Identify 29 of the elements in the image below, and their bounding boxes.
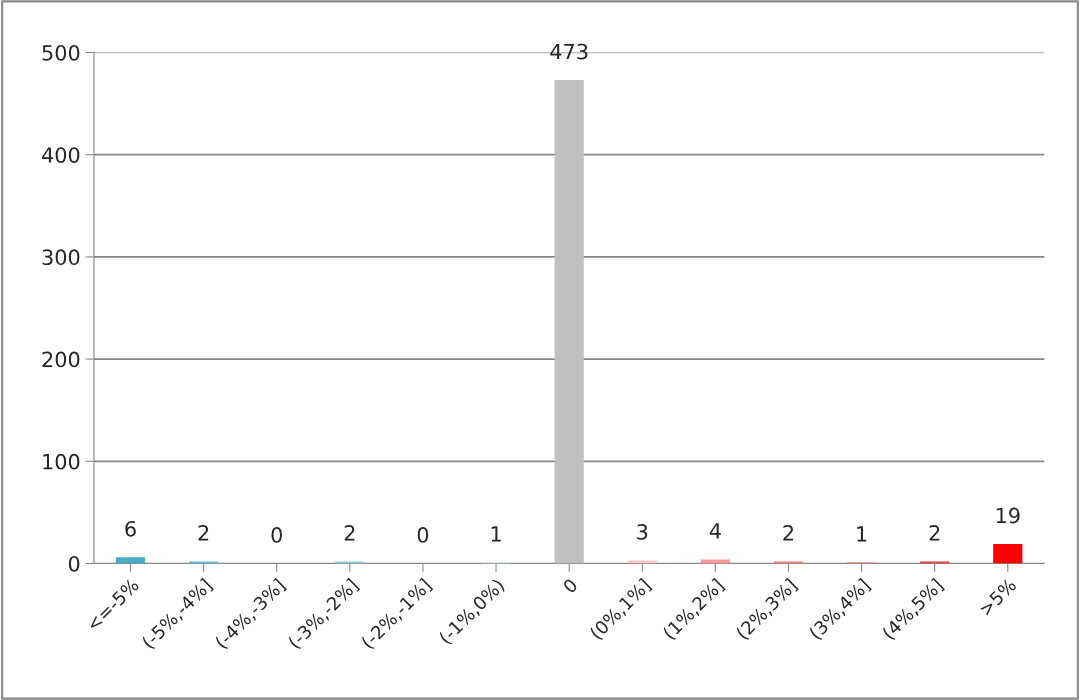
y-tick-label: 0 xyxy=(68,555,80,572)
x-tick-label: 0 xyxy=(562,577,579,594)
y-tick-label: 300 xyxy=(42,249,80,266)
data-label: 1 xyxy=(491,526,501,542)
y-tick-label: 200 xyxy=(42,351,80,368)
bar xyxy=(773,561,804,564)
data-label: 6 xyxy=(125,520,136,537)
y-tick-label: 400 xyxy=(42,147,80,163)
bar xyxy=(993,544,1023,564)
data-label: 4 xyxy=(709,523,721,539)
bar xyxy=(627,560,657,564)
data-label: 3 xyxy=(637,523,648,540)
data-label: 19 xyxy=(996,507,1020,524)
data-label: 0 xyxy=(271,527,282,543)
data-label: 1 xyxy=(857,526,867,542)
y-tick-label: 500 xyxy=(42,44,80,61)
data-label: 2 xyxy=(198,524,209,541)
bar xyxy=(115,557,146,564)
y-tick-label: 100 xyxy=(43,453,80,470)
data-label: 473 xyxy=(550,43,588,60)
bar xyxy=(189,561,219,564)
data-label: 0 xyxy=(417,527,429,543)
bar xyxy=(335,561,365,564)
bar xyxy=(554,80,584,564)
data-label: 2 xyxy=(783,524,794,541)
data-label: 2 xyxy=(344,524,355,541)
bar xyxy=(700,559,730,564)
data-label: 2 xyxy=(929,524,940,541)
bar xyxy=(920,561,950,564)
